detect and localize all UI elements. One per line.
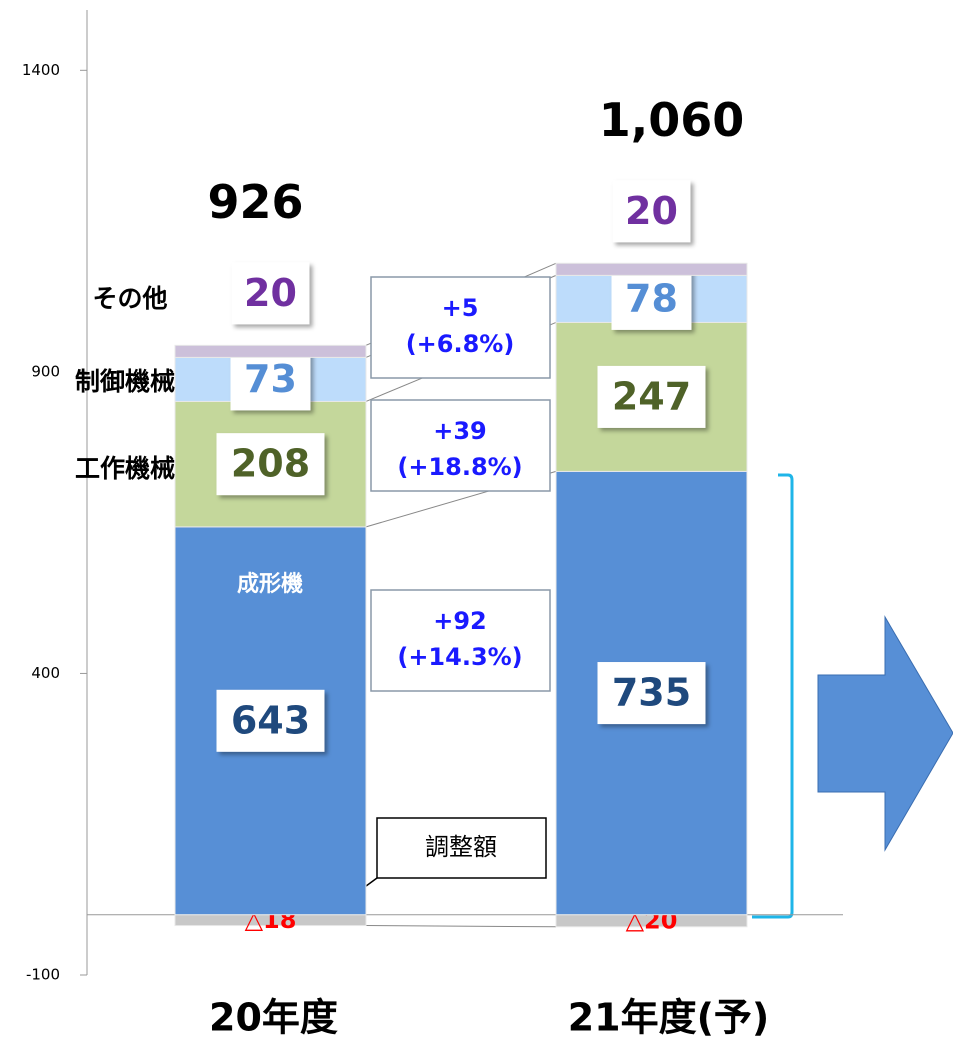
bar-segment [174,344,367,358]
value-label: 247 [612,374,691,418]
y-tick-label: 1400 [22,61,60,79]
x-tick-label: 20年度 [209,996,338,1040]
y-tick-label: 400 [31,664,60,682]
change-value: +5 [442,294,479,322]
connector [365,925,557,928]
change-box [370,276,551,379]
change-rate: (+14.3%) [397,643,522,671]
arrow [817,615,953,852]
change-rate: (+6.8%) [406,330,515,358]
change-value: +39 [433,417,487,445]
callout-label: 調整額 [425,833,497,861]
total-label: 1,060 [599,93,745,147]
legend-label: 工作機械 [75,454,175,483]
x-tick-label: 21年度(予) [568,996,770,1040]
value-label-box [612,180,691,243]
bar-segment [555,262,748,276]
value-label-box [597,365,706,428]
y-tick-label: 900 [31,362,60,380]
y-tick-label: -100 [26,966,60,984]
value-label: 73 [244,357,297,401]
value-label-box [611,267,692,330]
value-label: 78 [625,276,678,320]
value-label: 20 [625,189,678,233]
value-label: 208 [231,442,310,486]
total-label: 926 [207,175,303,229]
legend-label: 成形機 [237,572,303,597]
change-value: +92 [433,607,487,635]
value-label-box [216,689,325,752]
change-rate: (+18.8%) [397,453,522,481]
legend-label: その他 [92,284,167,313]
bracket [752,473,794,919]
callout-box [376,817,547,879]
value-label: 20 [244,271,297,315]
change-box [370,399,551,492]
change-box [370,589,551,692]
legend-label: 制御機械 [75,367,175,396]
value-label-box [597,662,706,725]
value-label: 643 [231,698,310,742]
value-label-box [216,433,325,496]
value-label: 735 [612,671,691,715]
value-label-box [231,262,310,325]
value-label-box [230,348,311,411]
